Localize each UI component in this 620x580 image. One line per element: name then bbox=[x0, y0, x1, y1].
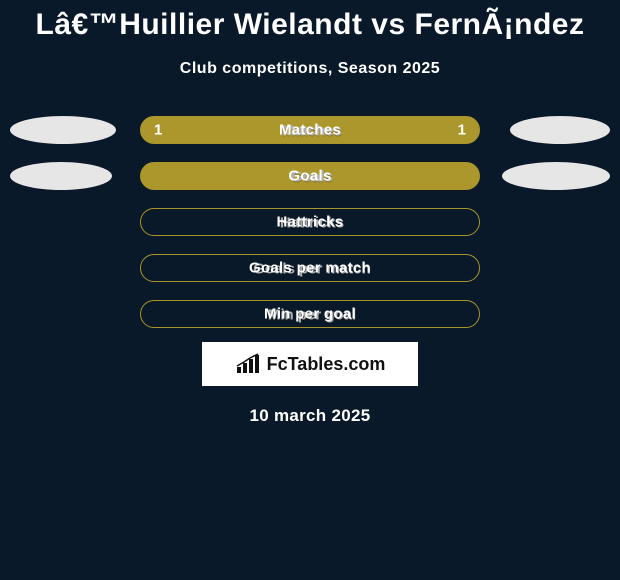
stat-label: Matches bbox=[279, 122, 341, 139]
right-pellet bbox=[510, 116, 610, 144]
center-slot: GoalsGoals bbox=[140, 162, 480, 190]
right-pellet bbox=[502, 162, 610, 190]
left-slot bbox=[0, 116, 140, 144]
brand-logo-box: FcTables.com bbox=[202, 342, 418, 386]
brand-text: FcTables.com bbox=[267, 354, 386, 375]
center-slot: HattricksHattricks bbox=[140, 208, 480, 236]
stat-row-inner: GoalsGoals bbox=[0, 162, 620, 190]
date-text: 10 march 2025 bbox=[0, 406, 620, 426]
stat-label: Hattricks bbox=[277, 214, 344, 231]
center-slot: MatchesMatches11 bbox=[140, 116, 480, 144]
left-slot bbox=[0, 162, 140, 190]
stat-bar: Goals per matchGoals per match bbox=[140, 254, 480, 282]
stat-bar: Min per goalMin per goal bbox=[140, 300, 480, 328]
stat-row-inner: HattricksHattricks bbox=[0, 208, 620, 236]
stat-bar: MatchesMatches11 bbox=[140, 116, 480, 144]
stat-rows: MatchesMatches11GoalsGoalsHattricksHattr… bbox=[0, 116, 620, 328]
stat-row: HattricksHattricks bbox=[0, 208, 620, 236]
center-slot: Goals per matchGoals per match bbox=[140, 254, 480, 282]
right-slot bbox=[480, 116, 620, 144]
stat-bar: GoalsGoals bbox=[140, 162, 480, 190]
page-title: Lâ€™Huillier Wielandt vs FernÃ¡ndez bbox=[0, 0, 620, 42]
left-pellet bbox=[10, 116, 116, 144]
stat-left-value: 1 bbox=[154, 122, 162, 139]
right-slot bbox=[480, 162, 620, 190]
stat-label: Goals per match bbox=[249, 260, 371, 277]
stat-label: Goals bbox=[288, 168, 331, 185]
stat-bar: HattricksHattricks bbox=[140, 208, 480, 236]
bar-chart-icon bbox=[235, 353, 261, 375]
stat-row: GoalsGoals bbox=[0, 162, 620, 190]
stat-row: MatchesMatches11 bbox=[0, 116, 620, 144]
stat-right-value: 1 bbox=[458, 122, 466, 139]
stat-row: Min per goalMin per goal bbox=[0, 300, 620, 328]
stat-row-inner: Goals per matchGoals per match bbox=[0, 254, 620, 282]
subtitle: Club competitions, Season 2025 bbox=[0, 60, 620, 78]
left-pellet bbox=[10, 162, 112, 190]
stat-row-inner: MatchesMatches11 bbox=[0, 116, 620, 144]
center-slot: Min per goalMin per goal bbox=[140, 300, 480, 328]
stat-label: Min per goal bbox=[264, 306, 356, 323]
stat-row: Goals per matchGoals per match bbox=[0, 254, 620, 282]
stat-row-inner: Min per goalMin per goal bbox=[0, 300, 620, 328]
